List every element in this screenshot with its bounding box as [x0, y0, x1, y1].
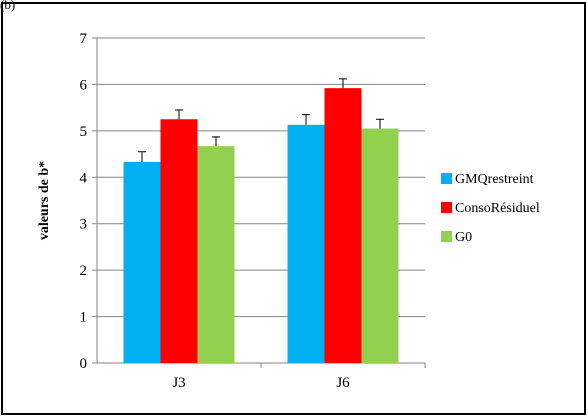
- y-tick-label: 1: [80, 310, 88, 326]
- legend-label-GMQrestreint: GMQrestreint: [455, 172, 534, 187]
- y-tick-label: 2: [80, 263, 88, 279]
- legend-swatch-ConsoRésiduel: [441, 202, 452, 213]
- y-axis-title: valeurs de b*: [37, 161, 52, 240]
- y-tick-label: 7: [80, 31, 88, 47]
- y-tick-label: 6: [80, 77, 88, 93]
- bar-GMQrestreint-J3: [123, 161, 161, 363]
- bar-ConsoRésiduel-J3: [160, 119, 198, 363]
- y-tick-label: 3: [80, 217, 88, 233]
- y-tick-label: 5: [80, 124, 88, 140]
- y-tick-label: 4: [80, 170, 88, 186]
- bar-G0-J6: [361, 128, 399, 363]
- bar-GMQrestreint-J6: [287, 124, 325, 363]
- x-tick-label: J3: [172, 375, 185, 391]
- x-tick-label: J6: [336, 375, 350, 391]
- bar-ConsoRésiduel-J6: [324, 88, 362, 364]
- legend-swatch-G0: [441, 231, 452, 242]
- legend-label-ConsoRésiduel: ConsoRésiduel: [455, 201, 540, 216]
- y-tick-label: 0: [80, 356, 88, 372]
- legend-swatch-GMQrestreint: [441, 173, 452, 184]
- legend-label-G0: G0: [455, 230, 472, 245]
- bar-G0-J3: [197, 146, 235, 363]
- figure-corner-label: (b): [0, 0, 16, 12]
